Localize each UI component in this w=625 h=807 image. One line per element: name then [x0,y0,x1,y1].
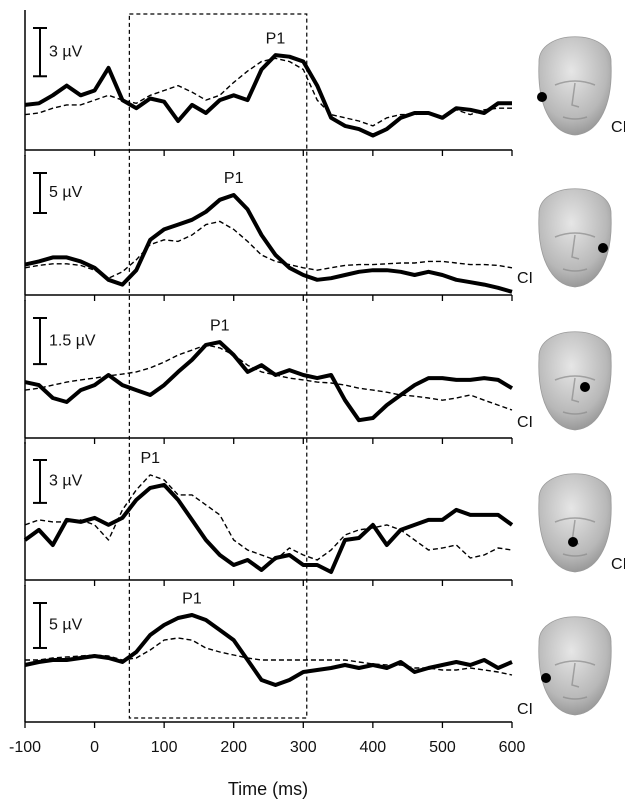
dashed-line [24,57,512,127]
x-tick-label: 100 [151,739,178,756]
face-shading [554,660,596,700]
head-icon [537,36,612,136]
face-shading [554,80,596,120]
x-tick-label: 400 [360,739,387,756]
electrode-dot [580,382,590,392]
side-label: CI [517,414,533,431]
head-icon [538,331,612,431]
head-icon [538,188,612,288]
dashed-line [24,220,513,279]
face-shading [554,232,596,272]
x-tick-label: 200 [220,739,247,756]
scale-bar-label: 3 µV [49,473,83,490]
scale-bar-label: 5 µV [49,617,83,634]
electrode-dot [568,537,578,547]
side-label: CI [517,701,533,718]
head-icon [538,616,612,716]
peak-label: P1 [182,590,202,607]
x-tick-label: 600 [499,739,526,756]
x-tick-label: 300 [290,739,317,756]
solid-line [24,613,513,687]
peak-label: P1 [210,317,230,334]
electrode-dot [598,243,608,253]
dashed-line [24,474,513,561]
peak-label: P1 [266,30,286,47]
x-tick-label: 0 [90,739,99,756]
scale-bar-label: 1.5 µV [49,332,96,349]
head-icon [538,473,612,573]
side-label: CI [611,119,625,136]
solid-line [23,482,514,574]
scale-bar-label: 5 µV [49,184,83,201]
solid-line [24,340,514,423]
scale-bar-label: 3 µV [49,43,83,60]
peak-label: P1 [140,450,160,467]
dashed-line [25,637,513,676]
side-label: CI [517,270,533,287]
dashed-line [24,344,513,411]
side-label: CI [611,556,625,573]
x-axis-title: Time (ms) [228,779,308,799]
peak-label: P1 [224,170,244,187]
electrode-dot [537,92,547,102]
highlight-window [128,13,308,719]
solid-line [24,193,513,294]
solid-line [24,53,512,138]
face-shading [554,375,596,415]
x-tick-label: 500 [429,739,456,756]
electrode-dot [541,673,551,683]
x-tick-label: -100 [9,739,41,756]
